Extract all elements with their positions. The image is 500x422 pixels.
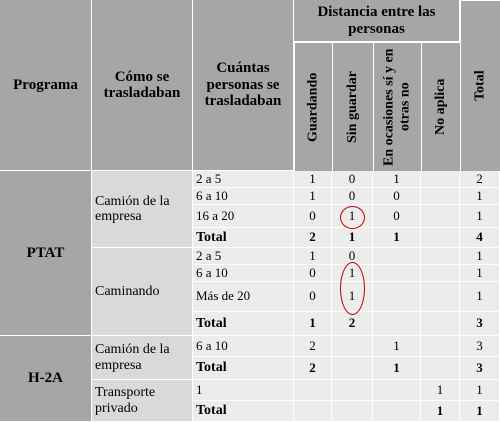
- cell-total: 1: [460, 248, 500, 265]
- group-ptat: PTAT: [0, 171, 92, 336]
- header-guardando: Guardando: [294, 42, 332, 171]
- header-total: Total: [460, 0, 500, 171]
- cell-ocasiones-total-row: [373, 401, 421, 422]
- cell-total: 2: [460, 171, 500, 188]
- header-cuantas: Cuántas personas se trasladaban: [193, 0, 294, 171]
- cell-no-aplica: [421, 171, 460, 188]
- cell-no-aplica-total-row: 1: [421, 401, 460, 422]
- cell-guardando: 0: [294, 265, 332, 282]
- cell-ocasiones: 1: [373, 171, 421, 188]
- header-como: Cómo se trasladaban: [92, 0, 193, 171]
- cell-guardando: [294, 380, 332, 401]
- cell-ocasiones: 0: [373, 188, 421, 205]
- cell-total: 3: [460, 336, 500, 357]
- cell-guardando-total-row: 2: [294, 357, 332, 380]
- cell-no-aplica: [421, 205, 460, 228]
- cell-guardando-total-row: 1: [294, 312, 332, 336]
- cell-total: 1: [460, 282, 500, 312]
- mode-camion-h2a: Camión de la empresa: [92, 336, 193, 380]
- cell-total-total-row: 1: [460, 401, 500, 422]
- header-ocasiones: En ocasiones sí y en otras no: [373, 42, 421, 171]
- cell-no-aplica: [421, 188, 460, 205]
- cell-ocasiones-total-row: [373, 312, 421, 336]
- mode-caminando: Caminando: [92, 248, 193, 336]
- cell-total: 1: [460, 188, 500, 205]
- cell-sin-guardar: 1: [332, 265, 373, 282]
- header-programa: Programa: [0, 0, 92, 171]
- cell-sin-guardar: 1: [332, 282, 373, 312]
- cell-sin-guardar: 1: [332, 205, 373, 228]
- cell-size-total-row: Total: [193, 312, 294, 336]
- cell-no-aplica-total-row: [421, 312, 460, 336]
- cell-no-aplica-total-row: [421, 228, 460, 248]
- mode-transporte: Transporte privado: [92, 380, 193, 422]
- cell-ocasiones: [373, 265, 421, 282]
- cell-sin-guardar-total-row: 1: [332, 228, 373, 248]
- header-distancia: Distancia entre las personas: [294, 0, 460, 42]
- cell-size: 2 a 5: [193, 248, 294, 265]
- cell-total-total-row: 3: [460, 357, 500, 380]
- cell-guardando-total-row: 2: [294, 228, 332, 248]
- cell-no-aplica-total-row: [421, 357, 460, 380]
- cell-sin-guardar-total-row: [332, 357, 373, 380]
- cell-size: 1: [193, 380, 294, 401]
- cell-guardando: 0: [294, 282, 332, 312]
- cell-no-aplica: [421, 248, 460, 265]
- cell-size-total-row: Total: [193, 228, 294, 248]
- cell-guardando: 1: [294, 171, 332, 188]
- cell-size: 6 a 10: [193, 265, 294, 282]
- header-sin-guardar: Sin guardar: [332, 42, 373, 171]
- cell-ocasiones: 1: [373, 336, 421, 357]
- cell-sin-guardar-total-row: 2: [332, 312, 373, 336]
- cell-total: 1: [460, 380, 500, 401]
- mode-camion-ptat: Camión de la empresa: [92, 171, 193, 248]
- cell-ocasiones: [373, 248, 421, 265]
- cell-size: 6 a 10: [193, 336, 294, 357]
- cell-ocasiones: [373, 380, 421, 401]
- cell-sin-guardar-total-row: [332, 401, 373, 422]
- cell-size: 16 a 20: [193, 205, 294, 228]
- cell-sin-guardar: [332, 336, 373, 357]
- cell-no-aplica: [421, 336, 460, 357]
- cell-no-aplica: [421, 265, 460, 282]
- cell-ocasiones: [373, 282, 421, 312]
- cell-total: 1: [460, 205, 500, 228]
- cell-guardando-total-row: [294, 401, 332, 422]
- cell-no-aplica: [421, 282, 460, 312]
- cell-guardando: 1: [294, 248, 332, 265]
- cell-size: Más de 20: [193, 282, 294, 312]
- cell-sin-guardar: 0: [332, 171, 373, 188]
- cell-ocasiones-total-row: 1: [373, 228, 421, 248]
- group-h2a: H-2A: [0, 336, 92, 422]
- cell-guardando: 0: [294, 205, 332, 228]
- cell-total: 1: [460, 265, 500, 282]
- cell-size-total-row: Total: [193, 357, 294, 380]
- cell-ocasiones: 0: [373, 205, 421, 228]
- cell-total-total-row: 4: [460, 228, 500, 248]
- cell-sin-guardar: [332, 380, 373, 401]
- cell-ocasiones-total-row: 1: [373, 357, 421, 380]
- cell-size: 6 a 10: [193, 188, 294, 205]
- cell-size-total-row: Total: [193, 401, 294, 422]
- cell-sin-guardar: 0: [332, 248, 373, 265]
- header-no-aplica: No aplica: [421, 42, 460, 171]
- cell-no-aplica: 1: [421, 380, 460, 401]
- cell-size: 2 a 5: [193, 171, 294, 188]
- cell-total-total-row: 3: [460, 312, 500, 336]
- cell-guardando: 1: [294, 188, 332, 205]
- cell-guardando: 2: [294, 336, 332, 357]
- cell-sin-guardar: 0: [332, 188, 373, 205]
